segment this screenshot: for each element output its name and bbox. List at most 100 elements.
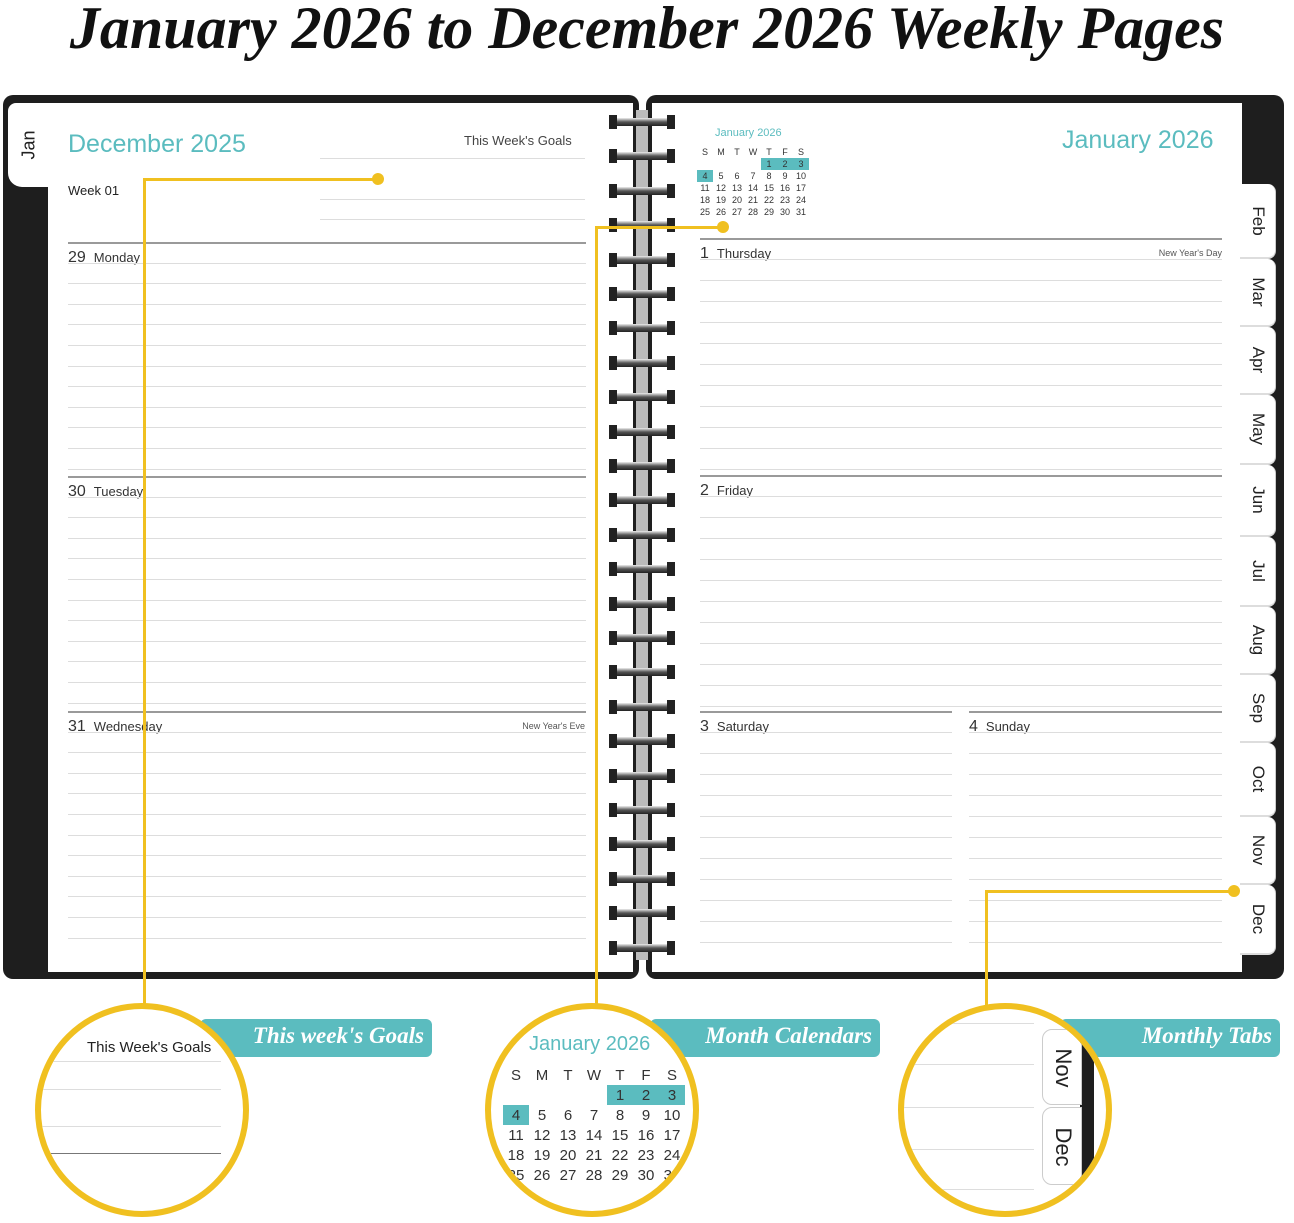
goals-line bbox=[320, 158, 585, 159]
callout-dot bbox=[717, 221, 729, 233]
ruled-line bbox=[700, 601, 1222, 602]
tab-label: Nov bbox=[1248, 834, 1268, 866]
ruled-line bbox=[68, 896, 586, 898]
holiday-label: New Year's Eve bbox=[522, 721, 585, 731]
ruled-line bbox=[700, 879, 952, 880]
ruled-line bbox=[68, 324, 586, 326]
day-number: 30 bbox=[68, 483, 86, 500]
ruled-line bbox=[68, 496, 586, 498]
ruled-line bbox=[700, 921, 952, 922]
calendar-day: 30 bbox=[779, 207, 790, 217]
ruled-line bbox=[969, 816, 1222, 817]
ruled-line bbox=[700, 322, 1222, 323]
calendar-day: 24 bbox=[663, 1146, 681, 1164]
ruled-line bbox=[68, 661, 586, 663]
calendar-day: 9 bbox=[641, 1106, 651, 1124]
ruled-line bbox=[969, 837, 1222, 838]
tab-mar[interactable]: Mar bbox=[1240, 259, 1276, 327]
tab-jan[interactable]: Jan bbox=[8, 103, 50, 187]
day-divider bbox=[68, 242, 586, 244]
spiral-ring bbox=[609, 149, 677, 164]
ruled-line bbox=[969, 942, 1222, 943]
day-number: 3 bbox=[700, 718, 709, 735]
day-number: 2 bbox=[700, 482, 709, 499]
tab-sep[interactable]: Sep bbox=[1240, 675, 1276, 743]
ruled-line bbox=[700, 643, 1222, 644]
callout-dot bbox=[1228, 885, 1240, 897]
calendar-day: 8 bbox=[766, 171, 772, 181]
tab-may[interactable]: May bbox=[1240, 395, 1276, 465]
tab-oct[interactable]: Oct bbox=[1240, 743, 1276, 817]
tab-label: Oct bbox=[1248, 765, 1268, 793]
day-divider bbox=[700, 711, 952, 713]
calendar-day bbox=[555, 1085, 581, 1105]
day-name: Friday bbox=[716, 483, 754, 498]
ruled-line bbox=[68, 731, 586, 733]
day-name: Thursday bbox=[716, 246, 772, 261]
tab-jun[interactable]: Jun bbox=[1240, 465, 1276, 537]
spiral-ring bbox=[609, 424, 677, 439]
calendar-day: 10 bbox=[795, 171, 806, 181]
day-divider bbox=[700, 238, 1222, 240]
calendar-day: 28 bbox=[747, 207, 758, 217]
calendar-day: 17 bbox=[663, 1126, 681, 1144]
tab-jul[interactable]: Jul bbox=[1240, 537, 1276, 607]
day-header: 4 Sunday bbox=[969, 718, 1030, 736]
weekday-label: S bbox=[510, 1066, 521, 1084]
callout-dot bbox=[372, 173, 384, 185]
ruled-line bbox=[700, 622, 1222, 623]
calendar-day: 19 bbox=[533, 1146, 551, 1164]
day-divider bbox=[969, 711, 1222, 713]
ruled-line bbox=[969, 732, 1222, 733]
week-month-title: December 2025 bbox=[68, 130, 246, 158]
calendar-day: 27 bbox=[559, 1166, 577, 1184]
calendar-day: 3 bbox=[659, 1085, 685, 1105]
spiral-ring bbox=[609, 493, 677, 508]
connector-tabs-vertical bbox=[985, 890, 988, 1008]
tab-label: May bbox=[1248, 412, 1268, 446]
spiral-ring bbox=[609, 390, 677, 405]
calendar-day bbox=[745, 158, 761, 170]
zoom-circle-tabs: Nov Dec bbox=[898, 1003, 1112, 1217]
weekday-label: T bbox=[615, 1066, 625, 1084]
calendar-day bbox=[713, 158, 729, 170]
ruled-line bbox=[68, 406, 586, 408]
day-header: 31 Wednesday bbox=[68, 718, 162, 736]
calendar-day: 3 bbox=[793, 158, 809, 170]
ruled-line bbox=[68, 917, 586, 918]
ruled-line bbox=[700, 538, 1222, 539]
tab-nov[interactable]: Nov bbox=[1240, 817, 1276, 885]
spiral-ring bbox=[609, 527, 677, 542]
ruled-line bbox=[700, 385, 1222, 386]
calendar-day: 16 bbox=[637, 1126, 655, 1144]
spiral-ring bbox=[609, 940, 677, 955]
goals-label: This Week's Goals bbox=[464, 133, 572, 148]
zoom-calendar: S M T W T F S 1 2 3 4 5 6 7 8 9 10 11 12 13 14 15 16 17 18 19 20 21… bbox=[503, 1065, 685, 1185]
calendar-day: 26 bbox=[533, 1166, 551, 1184]
mini-calendar: S M T W T F S 1 2 3 4 5 6 7 8 9 10 11 12 13 14 15 16 17 18 19 20 21… bbox=[697, 146, 809, 218]
tab-apr[interactable]: Apr bbox=[1240, 327, 1276, 395]
ruled-line bbox=[700, 774, 952, 775]
weekday-label: T bbox=[766, 147, 772, 157]
weekday-label: M bbox=[535, 1066, 549, 1084]
spiral-ring bbox=[609, 355, 677, 370]
calendar-day: 30 bbox=[637, 1166, 655, 1184]
tab-dec[interactable]: Dec bbox=[1240, 885, 1276, 955]
spiral-ring bbox=[609, 803, 677, 817]
ruled-line bbox=[969, 858, 1222, 859]
calendar-day bbox=[503, 1085, 529, 1105]
ruled-line bbox=[700, 900, 952, 901]
weekday-label: W bbox=[748, 147, 758, 157]
day-header: 3 Saturday bbox=[700, 718, 769, 736]
calendar-day: 12 bbox=[533, 1126, 551, 1144]
tab-feb[interactable]: Feb bbox=[1240, 184, 1276, 259]
calendar-day: 18 bbox=[507, 1146, 525, 1164]
spiral-ring bbox=[609, 115, 677, 129]
day-divider bbox=[700, 475, 1222, 477]
tab-aug[interactable]: Aug bbox=[1240, 607, 1276, 675]
ruled-line bbox=[969, 879, 1222, 880]
calendar-day: 10 bbox=[663, 1106, 681, 1124]
spiral-ring bbox=[609, 699, 677, 714]
day-number: 4 bbox=[969, 718, 978, 735]
day-number: 1 bbox=[700, 245, 709, 262]
